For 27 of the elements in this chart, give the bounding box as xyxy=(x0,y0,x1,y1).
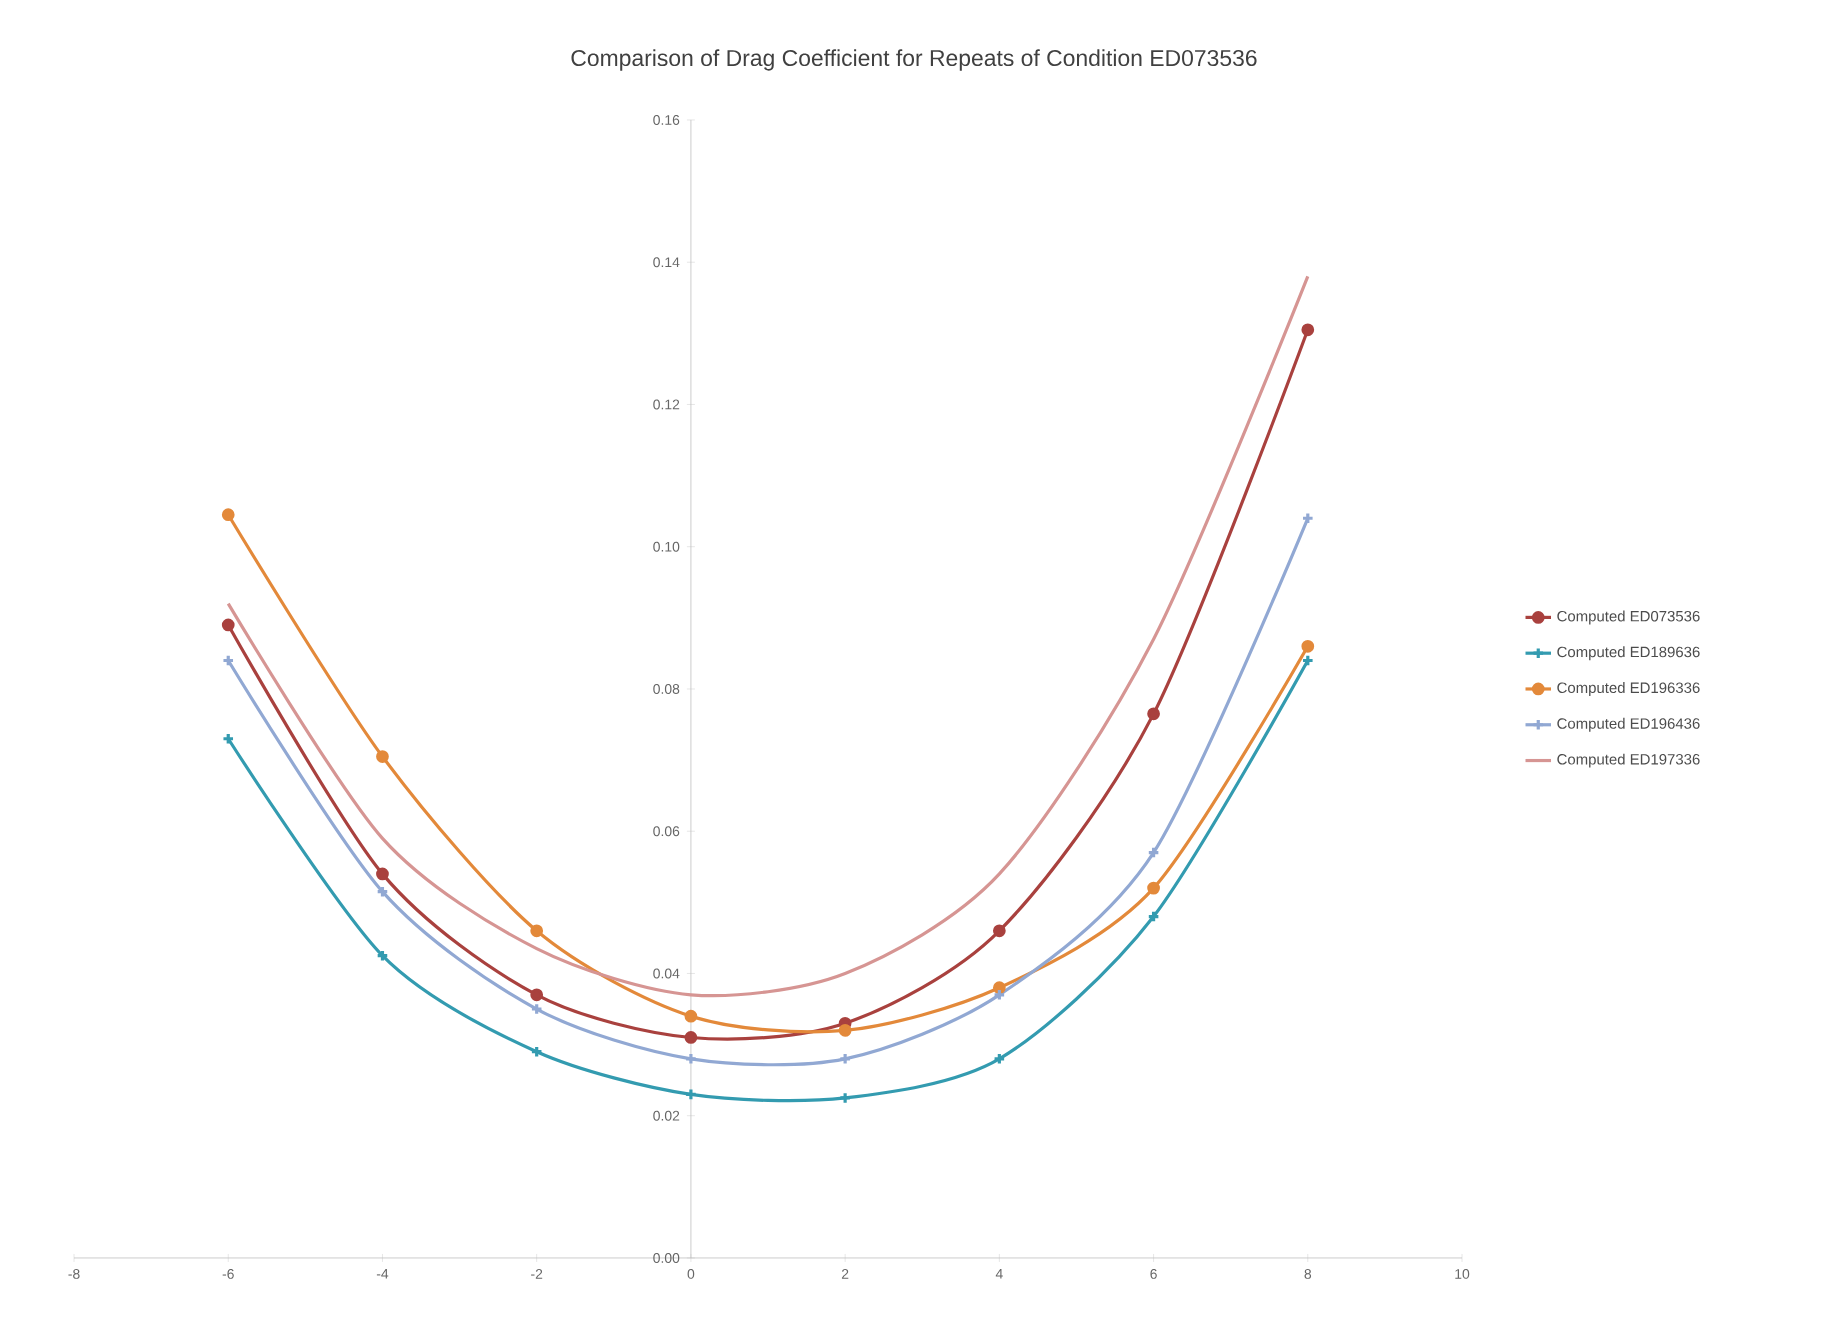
point xyxy=(376,949,389,963)
point xyxy=(684,1031,698,1044)
point xyxy=(221,618,235,632)
point xyxy=(530,1002,544,1016)
point xyxy=(376,885,389,899)
point xyxy=(1147,881,1160,895)
point xyxy=(684,1088,698,1101)
point xyxy=(838,1052,852,1066)
point xyxy=(684,1052,698,1066)
point xyxy=(1147,707,1160,721)
point xyxy=(992,1052,1006,1066)
point xyxy=(992,924,1006,938)
point xyxy=(684,1009,698,1023)
point xyxy=(1147,846,1160,859)
point xyxy=(992,988,1006,1002)
point xyxy=(376,750,389,763)
chart-title: Comparison of Drag Coefficient for Repeats of Condition ED073536 xyxy=(571,49,1257,71)
point xyxy=(838,1023,852,1037)
point xyxy=(1301,323,1315,337)
point xyxy=(530,924,544,938)
point xyxy=(221,508,235,522)
point xyxy=(530,1045,544,1059)
point xyxy=(1147,910,1160,923)
point xyxy=(838,1091,852,1105)
point xyxy=(530,988,544,1002)
point xyxy=(376,867,389,881)
point xyxy=(1301,639,1315,653)
